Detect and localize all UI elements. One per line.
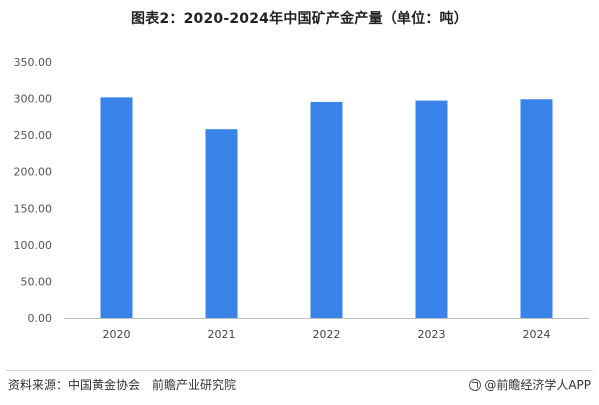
y-tick-label: 250.00	[14, 129, 53, 142]
bar-2024	[520, 99, 553, 318]
bar-2020	[100, 97, 133, 318]
y-tick-label: 100.00	[14, 239, 53, 252]
brand-text: @前瞻经济学人APP	[484, 378, 591, 392]
qianzhan-logo-icon	[469, 378, 482, 391]
x-tick-label: 2021	[208, 328, 236, 341]
brand-credit: @前瞻经济学人APP	[469, 376, 591, 393]
y-tick-label: 50.00	[21, 275, 53, 288]
bar-2021	[205, 129, 238, 318]
source-note: 资料来源：中国黄金协会 前瞻产业研究院	[8, 378, 237, 392]
x-tick-label: 2022	[313, 328, 341, 341]
x-tick-label: 2024	[523, 328, 551, 341]
bar-2022	[310, 101, 343, 318]
bars	[100, 97, 553, 318]
x-axis: 2020 2021 2022 2023 2024	[64, 318, 589, 341]
x-tick-label: 2020	[103, 328, 131, 341]
bar-chart: 0.00 50.00 100.00 150.00 200.00 250.00 300.00 3…	[14, 56, 589, 341]
y-tick-label: 200.00	[14, 166, 53, 179]
bar-2023	[415, 100, 448, 318]
y-tick-label: 0.00	[28, 312, 53, 325]
y-tick-label: 300.00	[14, 93, 53, 106]
y-tick-label: 350.00	[14, 56, 53, 69]
y-axis: 0.00 50.00 100.00 150.00 200.00 250.00 300.00 3…	[14, 56, 53, 325]
footer-divider	[6, 370, 593, 371]
y-tick-label: 150.00	[14, 202, 53, 215]
chart-title: 图表2：2020-2024年中国矿产金产量（单位：吨）	[131, 11, 468, 27]
x-tick-label: 2023	[418, 328, 446, 341]
